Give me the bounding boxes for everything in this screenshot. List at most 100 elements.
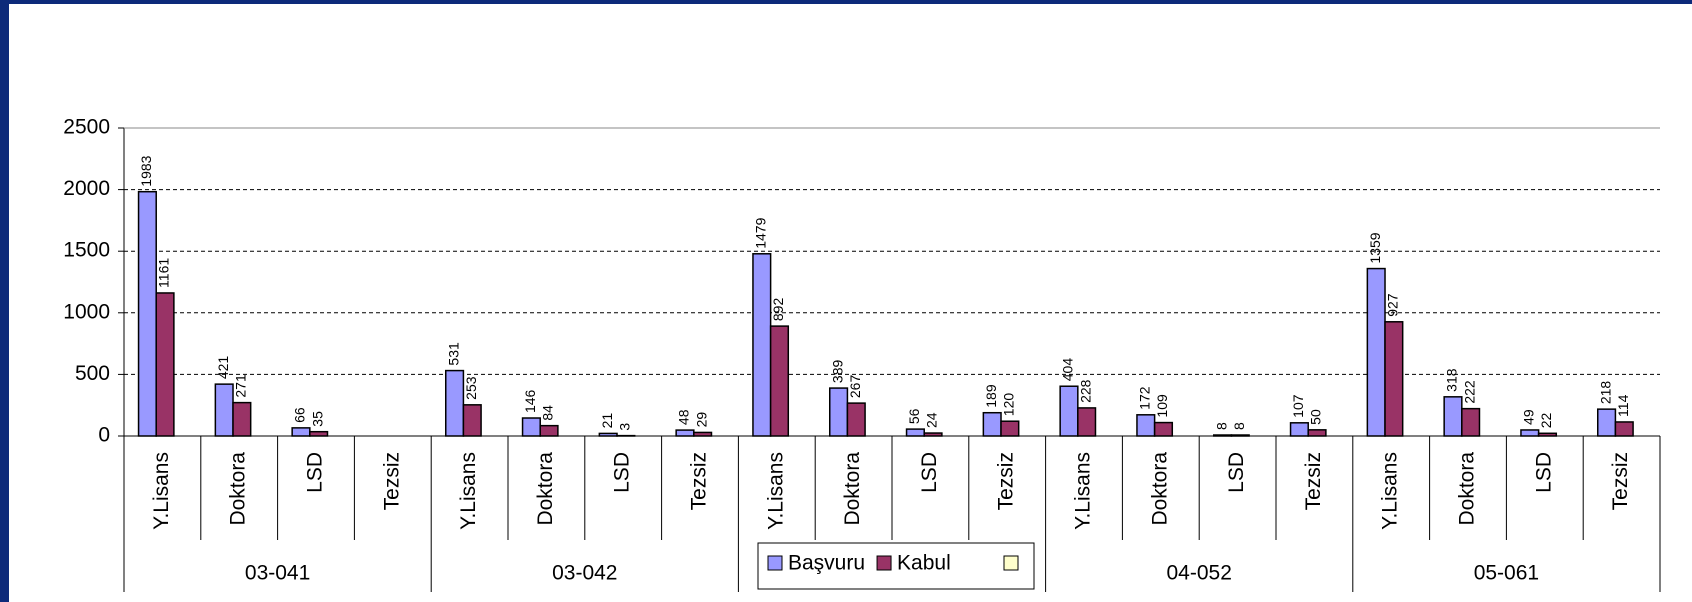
data-label: 218	[1597, 381, 1613, 405]
bar	[1443, 396, 1463, 437]
data-label: 531	[445, 342, 461, 366]
data-label: 1983	[138, 155, 154, 186]
bar	[1384, 321, 1404, 437]
legend-swatch	[767, 555, 783, 571]
bar	[309, 430, 329, 437]
data-label: 35	[309, 411, 325, 427]
y-tick-label: 500	[75, 362, 110, 385]
x-tick-label: Tezsiz	[380, 452, 403, 510]
data-label: 228	[1077, 379, 1093, 403]
data-label: 56	[906, 408, 922, 424]
bar	[982, 411, 1002, 437]
bar	[1614, 421, 1634, 437]
data-label: 253	[463, 376, 479, 400]
bar	[1461, 407, 1481, 437]
bar	[137, 190, 157, 437]
x-tick-label: Y.Lisans	[1072, 452, 1095, 530]
bar	[1307, 429, 1327, 437]
x-tick-label: Doktora	[227, 452, 250, 526]
bar	[1520, 429, 1540, 437]
data-label: 318	[1444, 368, 1460, 392]
x-tick-label: Y.Lisans	[1379, 452, 1402, 530]
data-label: 21	[599, 413, 615, 429]
bar	[829, 387, 849, 437]
data-label: 267	[847, 375, 863, 399]
bar	[1059, 385, 1079, 437]
data-label: 172	[1136, 386, 1152, 410]
data-label: 421	[215, 356, 231, 380]
bar	[693, 431, 713, 437]
data-label: 222	[1461, 380, 1477, 404]
bar	[1289, 422, 1309, 437]
data-label: 1359	[1367, 232, 1383, 263]
bar	[905, 428, 925, 437]
data-label: 189	[983, 384, 999, 408]
data-label: 8	[1213, 422, 1229, 430]
data-label: 120	[1001, 393, 1017, 417]
x-tick-label: Y.Lisans	[150, 452, 173, 530]
bar	[675, 429, 695, 437]
legend-box	[757, 542, 1035, 590]
x-tick-label: Tezsiz	[1302, 452, 1325, 510]
bar	[1153, 421, 1174, 437]
group-label: 03-042	[552, 562, 617, 585]
x-tick-label: Y.Lisans	[457, 452, 480, 530]
bar	[752, 253, 772, 437]
bar	[232, 401, 252, 437]
group-label: 05-061	[1474, 562, 1539, 585]
x-tick-label: LSD	[918, 452, 941, 493]
legend-swatch	[1003, 555, 1019, 571]
x-tick-label: Tezsiz	[1609, 452, 1632, 510]
bar	[1000, 420, 1020, 437]
x-tick-label: Doktora	[534, 452, 557, 526]
data-label: 404	[1060, 358, 1076, 382]
data-label: 66	[292, 407, 308, 423]
bar	[462, 404, 482, 437]
y-tick-label: 1000	[63, 300, 110, 323]
bar	[539, 424, 559, 437]
x-tick-label: Tezsiz	[995, 452, 1018, 510]
bar	[846, 402, 866, 437]
x-tick-label: Y.Lisans	[764, 452, 787, 530]
group-label: 03-041	[245, 562, 310, 585]
x-tick-label: Doktora	[1456, 452, 1479, 526]
data-label: 1161	[156, 258, 172, 288]
data-label: 24	[924, 412, 940, 428]
bar	[769, 325, 790, 437]
data-label: 49	[1520, 409, 1536, 425]
data-label: 1479	[752, 217, 768, 248]
group-label: 04-052	[1167, 562, 1232, 585]
bar	[1136, 414, 1156, 437]
y-tick-label: 1500	[63, 239, 110, 262]
data-label: 927	[1385, 293, 1401, 317]
legend-label: Kabul	[897, 552, 951, 575]
legend-label: Başvuru	[788, 552, 865, 575]
y-tick-label: 0	[98, 424, 110, 447]
data-label: 109	[1154, 394, 1170, 418]
bar	[445, 369, 465, 437]
bar	[1597, 408, 1617, 437]
background	[9, 4, 1692, 602]
legend-swatch	[876, 555, 892, 571]
data-label: 107	[1290, 394, 1306, 418]
data-label: 114	[1615, 394, 1631, 417]
data-label: 84	[540, 405, 556, 421]
x-tick-label: LSD	[611, 452, 634, 493]
bar	[1366, 267, 1386, 437]
data-label: 389	[829, 360, 845, 384]
bar	[1230, 434, 1250, 437]
y-tick-label: 2000	[63, 177, 110, 200]
bar	[214, 383, 234, 437]
data-label: 22	[1538, 413, 1554, 429]
x-tick-label: LSD	[1225, 452, 1248, 493]
bar	[923, 432, 943, 437]
bar	[1537, 432, 1558, 437]
x-tick-label: Doktora	[841, 452, 864, 526]
data-label: 3	[617, 423, 633, 431]
data-label: 892	[770, 298, 786, 322]
bar	[1077, 407, 1097, 437]
data-label: 29	[693, 412, 709, 428]
x-tick-label: LSD	[304, 452, 327, 493]
bar	[1213, 434, 1233, 437]
